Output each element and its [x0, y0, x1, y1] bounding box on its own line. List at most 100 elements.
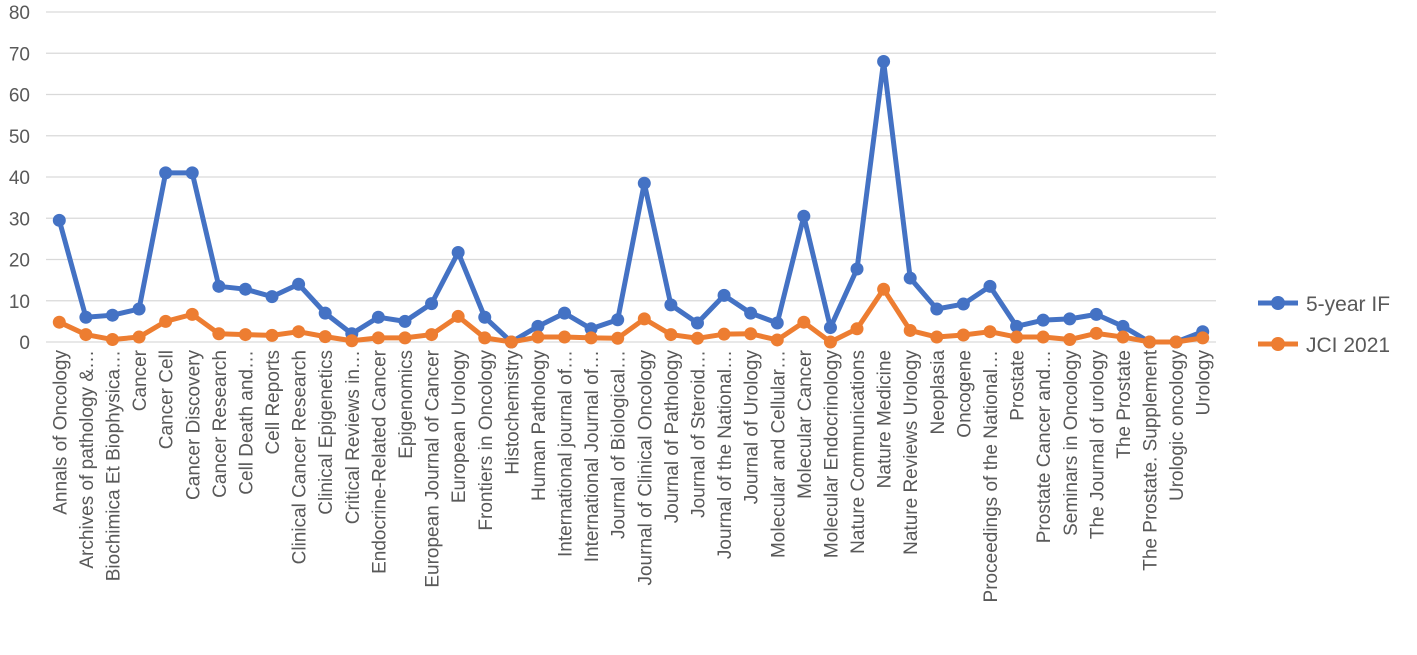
legend-point-marker: [1271, 296, 1285, 310]
legend: 5-year IF JCI 2021: [1258, 293, 1390, 357]
x-tick-label: Cell Death and…: [236, 350, 257, 495]
data-point: [1116, 330, 1130, 344]
x-tick-label: Cell Reports: [263, 350, 284, 455]
series-line: [56, 59, 1206, 345]
data-point: [318, 330, 332, 344]
data-point: [690, 331, 704, 345]
data-point: [930, 302, 944, 316]
x-tick-label: Endocrine-Related Cancer: [369, 349, 390, 574]
data-point: [956, 297, 970, 311]
x-tick-label: Annals of Oncology: [50, 350, 71, 515]
x-tick-label: Cancer Cell: [157, 350, 178, 449]
data-point: [318, 306, 332, 320]
data-point: [1063, 312, 1077, 326]
series-jci-2021: [52, 282, 1210, 349]
y-tick-label: 50: [9, 127, 30, 148]
data-point: [132, 302, 146, 316]
data-point: [132, 330, 146, 344]
legend-label: 5-year IF: [1306, 293, 1390, 316]
data-point: [664, 298, 678, 312]
data-point: [717, 288, 731, 302]
data-point: [983, 325, 997, 339]
x-tick-label: Oncogene: [954, 350, 975, 438]
data-point: [531, 330, 545, 344]
data-point: [930, 330, 944, 344]
data-point: [185, 307, 199, 321]
data-point: [877, 282, 891, 296]
x-tick-label: Nature Medicine: [875, 350, 896, 488]
data-point: [531, 319, 545, 333]
x-tick-label: Epigenomics: [396, 350, 417, 459]
data-point: [425, 297, 439, 311]
data-point: [1143, 335, 1157, 349]
x-tick-label: Nature Communications: [848, 350, 869, 554]
y-tick-label: 70: [9, 44, 30, 65]
y-tick-label: 60: [9, 86, 30, 107]
x-tick-label: European Journal of Cancer: [423, 349, 444, 587]
data-point: [770, 316, 784, 330]
data-point: [983, 279, 997, 293]
data-point: [584, 322, 598, 336]
data-point: [159, 314, 173, 328]
data-point: [744, 306, 758, 320]
data-point: [478, 331, 492, 345]
x-tick-label: Prostate Cancer and…: [1034, 350, 1055, 543]
data-point: [1010, 330, 1024, 344]
data-point: [664, 328, 678, 342]
data-point: [637, 312, 651, 326]
data-point: [1010, 319, 1024, 333]
data-point: [558, 330, 572, 344]
data-point: [1196, 331, 1210, 345]
x-tick-label: The Prostate: [1114, 350, 1135, 459]
data-point: [52, 213, 66, 227]
x-tick-label: Histochemistry: [502, 350, 523, 475]
data-point: [79, 328, 93, 342]
data-point: [956, 328, 970, 342]
x-axis-tick-labels: Annals of Oncology Archives of pathology …: [50, 349, 1214, 602]
x-tick-label: Cancer: [130, 349, 151, 411]
data-point: [1063, 333, 1077, 347]
x-tick-label: Molecular Cancer: [795, 349, 816, 499]
data-point: [105, 333, 119, 347]
data-point: [637, 176, 651, 190]
legend-label: JCI 2021: [1306, 334, 1390, 357]
y-tick-label: 20: [9, 251, 30, 272]
data-point: [823, 321, 837, 335]
y-tick-label: 10: [9, 292, 30, 313]
data-point: [903, 271, 917, 285]
data-point: [1036, 330, 1050, 344]
data-point: [79, 310, 93, 324]
data-point: [611, 313, 625, 327]
data-point: [398, 331, 412, 345]
y-axis-tick-labels: 0 10 20 30 40 50 60 70 80: [9, 3, 30, 354]
data-point: [398, 314, 412, 328]
series-lines: [52, 55, 1210, 349]
data-point: [823, 335, 837, 349]
x-tick-label: Cancer Research: [210, 350, 231, 498]
data-point: [159, 166, 173, 180]
x-tick-label: Journal of Pathology: [662, 350, 683, 524]
data-point: [238, 282, 252, 296]
data-point: [371, 331, 385, 345]
data-point: [212, 279, 226, 293]
data-point: [690, 316, 704, 330]
series-five-year-if: [52, 55, 1210, 349]
x-tick-label: Molecular and Cellular…: [768, 350, 789, 558]
data-point: [611, 331, 625, 345]
x-tick-label: Human Pathology: [529, 350, 550, 502]
data-point: [797, 315, 811, 329]
x-tick-label: Cancer Discovery: [183, 350, 204, 500]
x-tick-label: Urology: [1194, 350, 1215, 416]
x-tick-label: Journal of Steroid…: [688, 350, 709, 518]
x-tick-label: The Journal of urology: [1087, 350, 1108, 540]
legend-point-marker: [1271, 337, 1285, 351]
y-tick-label: 30: [9, 209, 30, 230]
x-tick-label: Clinical Cancer Research: [290, 350, 311, 564]
x-tick-label: Seminars in Oncology: [1061, 350, 1082, 536]
data-point: [451, 309, 465, 323]
legend-item: JCI 2021: [1258, 334, 1390, 357]
x-tick-label: European Urology: [449, 350, 470, 504]
data-point: [1089, 326, 1103, 340]
y-tick-label: 0: [19, 333, 30, 354]
